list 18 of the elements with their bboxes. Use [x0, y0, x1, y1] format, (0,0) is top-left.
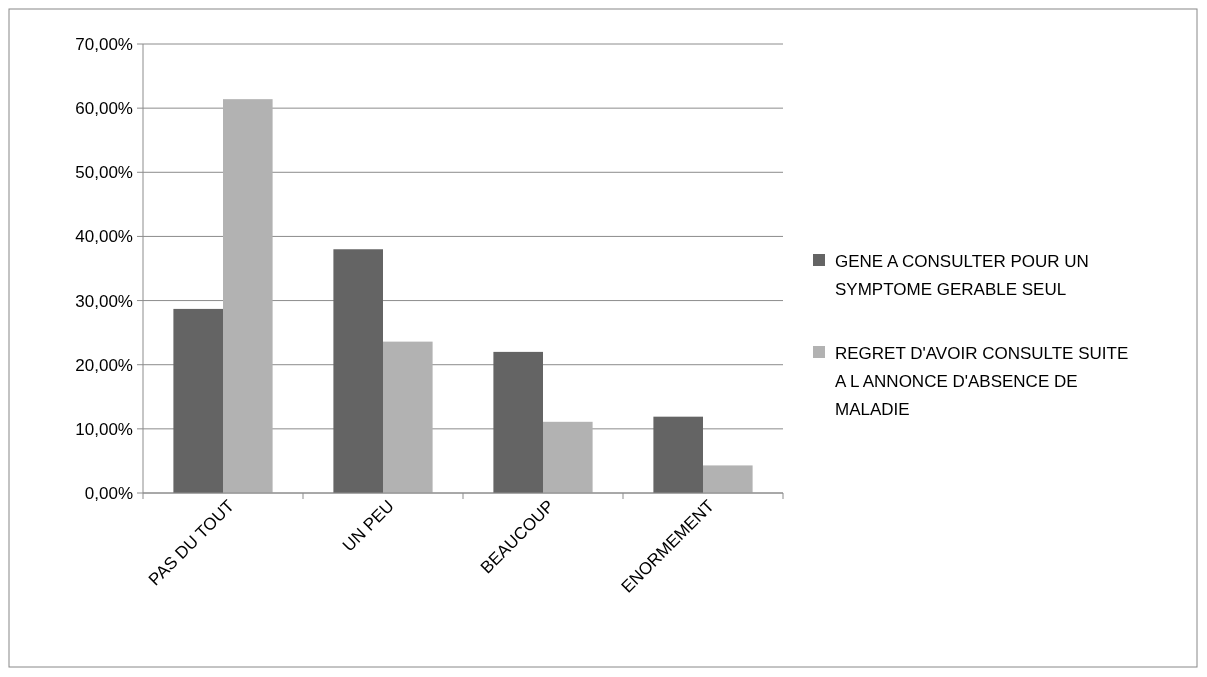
bar	[653, 416, 703, 493]
y-tick-label: 20,00%	[75, 355, 133, 375]
y-tick-label: 70,00%	[75, 34, 133, 54]
bar	[493, 351, 543, 493]
bar	[543, 421, 593, 493]
bar	[703, 465, 753, 493]
bar	[333, 249, 383, 493]
y-tick-label: 0,00%	[84, 483, 133, 503]
y-tick-label: 30,00%	[75, 291, 133, 311]
y-tick-label: 40,00%	[75, 227, 133, 247]
legend-label: REGRET D'AVOIR CONSULTE SUITE A L ANNONCE D'ABSENCE DE MALADIE	[835, 343, 1129, 419]
bar	[223, 99, 273, 493]
y-tick-label: 10,00%	[75, 419, 133, 439]
bar	[383, 341, 433, 493]
bar	[173, 308, 223, 493]
legend-label: GENE A CONSULTER POUR UN SYMPTOME GERABLE SEUL	[835, 251, 1089, 299]
y-tick-label: 60,00%	[75, 99, 133, 119]
y-tick-label: 50,00%	[75, 163, 133, 183]
